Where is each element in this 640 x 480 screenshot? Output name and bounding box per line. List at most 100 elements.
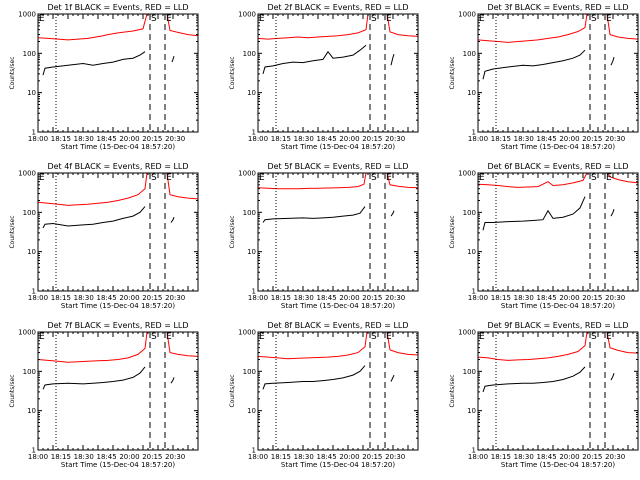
- y-tick-label: 10: [467, 89, 476, 97]
- y-tick-label: 100: [463, 50, 476, 58]
- marker-label: E: [39, 14, 45, 24]
- x-tick-label: 20:30: [385, 135, 405, 143]
- x-tick-label: 20:00: [559, 453, 579, 461]
- x-tick-label: 20:30: [605, 453, 625, 461]
- x-tick-label: 18:00: [248, 453, 268, 461]
- lld-series-segment-1: [38, 332, 148, 363]
- y-tick-label: 1: [252, 288, 256, 296]
- y-tick-label: 1000: [458, 329, 476, 337]
- marker-label: E: [606, 332, 612, 342]
- plot-area: [258, 332, 418, 390]
- x-tick-label: 20:15: [582, 294, 602, 302]
- plot-frame: [37, 172, 199, 292]
- marker-label: E: [166, 14, 172, 24]
- events-series-segment-1: [262, 365, 366, 390]
- y-axis-label: Counts/sec: [9, 56, 16, 89]
- x-tick-label: 18:15: [271, 135, 291, 143]
- marker-label: E: [386, 14, 392, 24]
- x-axis-label: Start Time (15-Dec-04 18:57:20): [61, 302, 175, 310]
- panel-det-5: Det 5f BLACK = Events, RED = LLD Counts/s…: [229, 162, 419, 310]
- x-axis-label: Start Time (15-Dec-04 18:57:20): [281, 143, 395, 151]
- plot-area: [38, 332, 198, 390]
- x-tick-label: 18:00: [248, 135, 268, 143]
- x-axis-label: Start Time (15-Dec-04 18:57:20): [61, 143, 175, 151]
- x-axis-label: Start Time (15-Dec-04 18:57:20): [281, 461, 395, 469]
- lld-series-segment-2: [166, 332, 198, 357]
- x-tick-label: 18:00: [248, 294, 268, 302]
- y-tick-label: 1000: [18, 329, 36, 337]
- panel-title: Det 1f BLACK = Events, RED = LLD: [47, 3, 188, 12]
- y-tick-label: 100: [243, 50, 256, 58]
- x-tick-label: 20:15: [582, 453, 602, 461]
- events-series-segment-2: [170, 377, 175, 384]
- plot-area: [258, 14, 418, 75]
- marker-label: E: [259, 14, 265, 24]
- panel-title: Det 9f BLACK = Events, RED = LLD: [487, 321, 628, 330]
- x-tick-label: 20:00: [119, 135, 139, 143]
- y-axis-label: Counts/sec: [229, 215, 236, 248]
- panel-det-8: Det 8f BLACK = Events, RED = LLD Counts/s…: [229, 321, 419, 469]
- y-axis-label: Counts/sec: [449, 215, 456, 248]
- x-tick-label: 20:00: [119, 453, 139, 461]
- x-tick-label: 18:00: [468, 135, 488, 143]
- marker-label: E: [259, 173, 265, 183]
- y-tick-label: 1: [32, 129, 36, 137]
- x-tick-label: 20:00: [559, 294, 579, 302]
- x-tick-label: 18:30: [294, 453, 314, 461]
- marker-label: E: [386, 332, 392, 342]
- x-axis-label: Start Time (15-Dec-04 18:57:20): [61, 461, 175, 469]
- events-series-segment-1: [42, 51, 146, 76]
- y-tick-label: 100: [23, 368, 36, 376]
- x-tick-label: 20:00: [339, 294, 359, 302]
- x-tick-label: 20:15: [142, 294, 162, 302]
- panel-det-3: Det 3f BLACK = Events, RED = LLD Counts/s…: [449, 3, 639, 151]
- y-tick-label: 100: [463, 209, 476, 217]
- x-tick-label: 18:45: [536, 135, 556, 143]
- y-axis-label: Counts/sec: [9, 374, 16, 407]
- x-tick-label: 18:30: [514, 453, 534, 461]
- x-tick-label: 18:00: [28, 135, 48, 143]
- x-tick-label: 18:30: [514, 294, 534, 302]
- lld-series-segment-2: [166, 173, 198, 200]
- panel-title: Det 8f BLACK = Events, RED = LLD: [267, 321, 408, 330]
- x-tick-label: 18:30: [294, 294, 314, 302]
- lld-series-segment-2: [166, 14, 198, 37]
- y-tick-label: 10: [467, 407, 476, 415]
- y-axis-label: Counts/sec: [229, 374, 236, 407]
- plot-area: [478, 173, 638, 231]
- plot-area: [478, 14, 638, 80]
- y-tick-label: 1: [252, 447, 256, 455]
- y-tick-label: 1000: [238, 329, 256, 337]
- x-tick-label: 18:45: [96, 453, 116, 461]
- panel-det-7: Det 7f BLACK = Events, RED = LLD Counts/s…: [9, 321, 199, 469]
- y-tick-label: 1: [472, 288, 476, 296]
- x-tick-label: 18:45: [536, 453, 556, 461]
- panel-title: Det 3f BLACK = Events, RED = LLD: [487, 3, 628, 12]
- x-tick-label: 20:15: [142, 135, 162, 143]
- marker-label: E: [386, 173, 392, 183]
- x-axis-label: Start Time (15-Dec-04 18:57:20): [281, 302, 395, 310]
- plot-area: [258, 173, 418, 223]
- x-tick-label: 18:30: [74, 135, 94, 143]
- y-tick-label: 1: [472, 447, 476, 455]
- x-tick-label: 18:00: [28, 453, 48, 461]
- events-series-segment-1: [42, 366, 146, 390]
- marker-label: E: [166, 332, 172, 342]
- marker-label: S: [371, 14, 377, 24]
- x-tick-label: 18:15: [491, 135, 511, 143]
- y-tick-label: 100: [23, 50, 36, 58]
- y-axis-label: Counts/sec: [229, 56, 236, 89]
- events-series-segment-1: [482, 196, 586, 231]
- x-tick-label: 20:00: [339, 453, 359, 461]
- events-series-segment-2: [170, 217, 175, 223]
- panel-det-9: Det 9f BLACK = Events, RED = LLD Counts/s…: [449, 321, 639, 469]
- x-tick-label: 18:15: [51, 294, 71, 302]
- panel-title: Det 4f BLACK = Events, RED = LLD: [47, 162, 188, 171]
- y-tick-label: 1: [32, 288, 36, 296]
- x-tick-label: 18:30: [514, 135, 534, 143]
- x-tick-label: 18:15: [491, 453, 511, 461]
- events-series-segment-1: [482, 49, 586, 80]
- marker-label: E: [479, 332, 485, 342]
- x-axis-label: Start Time (15-Dec-04 18:57:20): [501, 302, 615, 310]
